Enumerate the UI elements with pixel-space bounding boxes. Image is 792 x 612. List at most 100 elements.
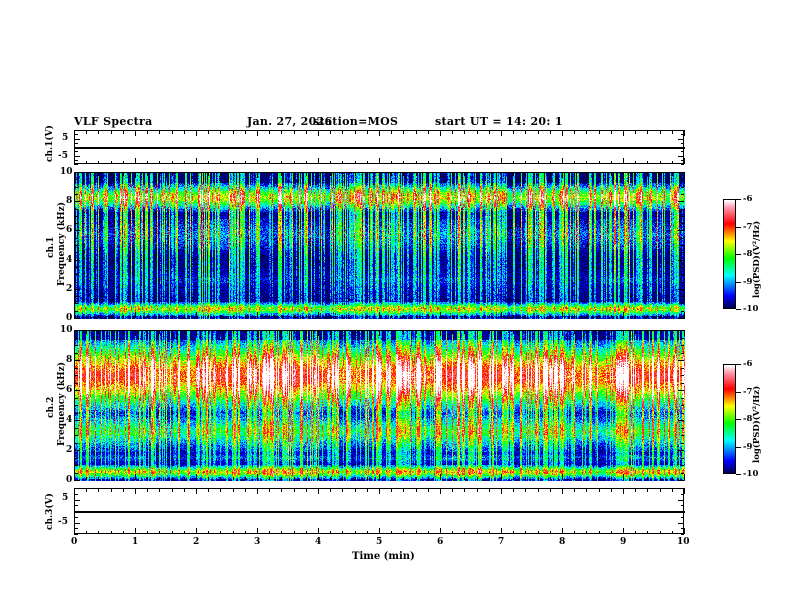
xtick-ch3v bbox=[330, 488, 332, 492]
xtick-ch1v bbox=[501, 130, 502, 136]
cbar-tick-ch2 bbox=[736, 474, 741, 475]
ytick-ch2s bbox=[678, 480, 684, 481]
xtick-ch1s bbox=[147, 314, 149, 318]
xtick-ch2s bbox=[159, 476, 161, 480]
xtick-ch3v bbox=[647, 530, 649, 534]
ch3-trace bbox=[75, 511, 685, 513]
xtick-ch1s bbox=[232, 172, 234, 176]
xtick-ch1s bbox=[135, 172, 136, 178]
xtick-ch2s bbox=[366, 330, 368, 334]
xtick-ch3v bbox=[159, 530, 161, 534]
xtick-ch3v bbox=[684, 488, 685, 494]
ytick-ch2s bbox=[680, 367, 684, 369]
xtick-ch3v bbox=[86, 530, 88, 534]
xtick-ch1s bbox=[318, 172, 319, 178]
xtick-ch1v bbox=[220, 130, 222, 134]
xtick-ch2s bbox=[440, 474, 441, 480]
panel-ch1-spec-axis-label-ch: ch.1 bbox=[46, 236, 56, 258]
ytick-ch2s bbox=[74, 450, 80, 451]
ytick-ch1s bbox=[678, 259, 684, 261]
xtick-ch1s bbox=[354, 314, 356, 318]
xtick-ch3v bbox=[549, 488, 551, 492]
ytick-ch1s bbox=[74, 237, 78, 239]
xtick-ch1s bbox=[110, 314, 112, 318]
xtick-ch1v bbox=[281, 160, 283, 164]
xtick-ch2s bbox=[257, 330, 258, 336]
xtick-ch2s bbox=[269, 330, 271, 334]
xtick-ch3v bbox=[257, 528, 258, 534]
xtick-ch2s bbox=[586, 476, 588, 480]
xtick-ch2s bbox=[623, 474, 624, 480]
ytick-ch2s bbox=[74, 360, 80, 361]
panel-ch3-volts-axis-label: ch.3(V) bbox=[45, 493, 55, 530]
cbar-tick-ch1 bbox=[736, 199, 741, 200]
xtick-ch3v bbox=[86, 488, 88, 492]
ytick-ch2s bbox=[74, 442, 78, 444]
xtick-ch1v bbox=[684, 130, 685, 136]
xtick-ch3v bbox=[452, 530, 454, 534]
ch1-volts-ytick-pos: 5 bbox=[62, 133, 69, 143]
xtick-ch1s bbox=[537, 314, 539, 318]
xtick-ch3v bbox=[574, 488, 576, 492]
colorbar-ch2 bbox=[723, 364, 736, 474]
cbar-tick-ch1 bbox=[736, 309, 741, 310]
ytick-ch1s bbox=[74, 208, 78, 210]
xtick-ch1v bbox=[659, 160, 661, 164]
xtick-ch3v bbox=[159, 488, 161, 492]
xtick-ch2s bbox=[74, 474, 75, 480]
xtick-ch1s bbox=[476, 172, 478, 176]
xtick-ch3v bbox=[135, 528, 136, 534]
xtick-ch3v bbox=[598, 530, 600, 534]
ytick-ch1s bbox=[680, 252, 684, 254]
xtick-ch3v bbox=[232, 488, 234, 492]
xtick-ch1s bbox=[86, 314, 88, 318]
ytick-ch2s bbox=[74, 352, 78, 354]
xtick-ch2s bbox=[537, 476, 539, 480]
xtick-ch3v bbox=[391, 488, 393, 492]
ytick-ch1s bbox=[678, 230, 684, 232]
xtick-ch3v bbox=[110, 530, 112, 534]
xtick-ch2s bbox=[574, 476, 576, 480]
ch3-volts-ytick-neg: -5 bbox=[58, 517, 68, 527]
xtick-ch1s bbox=[122, 172, 124, 176]
xtick-ch1s bbox=[562, 312, 563, 318]
xtick-ch2s bbox=[281, 476, 283, 480]
xtick-ch2s bbox=[598, 476, 600, 480]
xtick-ch3v bbox=[464, 530, 466, 534]
xtick-ch1v bbox=[281, 130, 283, 134]
xtick-ch1v bbox=[171, 160, 173, 164]
ytick-ch2s bbox=[680, 472, 684, 474]
ytick-ch3v bbox=[74, 528, 78, 530]
xtick-ch1v bbox=[427, 130, 429, 134]
xtick-ch3v bbox=[464, 488, 466, 492]
xtick-ch1s bbox=[501, 312, 502, 318]
xtick-ch1s bbox=[135, 312, 136, 318]
xtick-ch3v bbox=[440, 528, 441, 534]
xtick-ch1s bbox=[549, 172, 551, 176]
xtick-ch3v bbox=[452, 488, 454, 492]
x-tick-label-4: 4 bbox=[315, 537, 322, 547]
ytick-ch2s bbox=[74, 435, 78, 436]
xtick-ch1v bbox=[293, 160, 295, 164]
xtick-ch2s bbox=[525, 476, 527, 480]
xtick-ch1v bbox=[464, 160, 466, 164]
xtick-ch2s bbox=[440, 330, 441, 336]
xtick-ch2s bbox=[354, 330, 356, 334]
xtick-ch1s bbox=[659, 314, 661, 318]
xtick-ch1s bbox=[440, 312, 441, 318]
xtick-ch1s bbox=[610, 314, 612, 318]
xtick-ch1v bbox=[183, 130, 185, 134]
xtick-ch1v bbox=[610, 130, 612, 134]
xtick-ch2s bbox=[147, 330, 149, 334]
x-tick-label-9: 9 bbox=[620, 537, 627, 547]
xtick-ch1v bbox=[366, 130, 368, 134]
ch1-trace bbox=[75, 147, 685, 149]
xtick-ch1s bbox=[647, 172, 649, 176]
xtick-ch1v bbox=[110, 130, 112, 134]
xtick-ch1v bbox=[391, 130, 393, 134]
xtick-ch1s bbox=[586, 172, 588, 176]
xtick-ch3v bbox=[342, 530, 344, 534]
ytick-ch3v bbox=[74, 493, 78, 495]
xtick-ch3v bbox=[110, 488, 112, 492]
xtick-ch2s bbox=[391, 476, 393, 480]
